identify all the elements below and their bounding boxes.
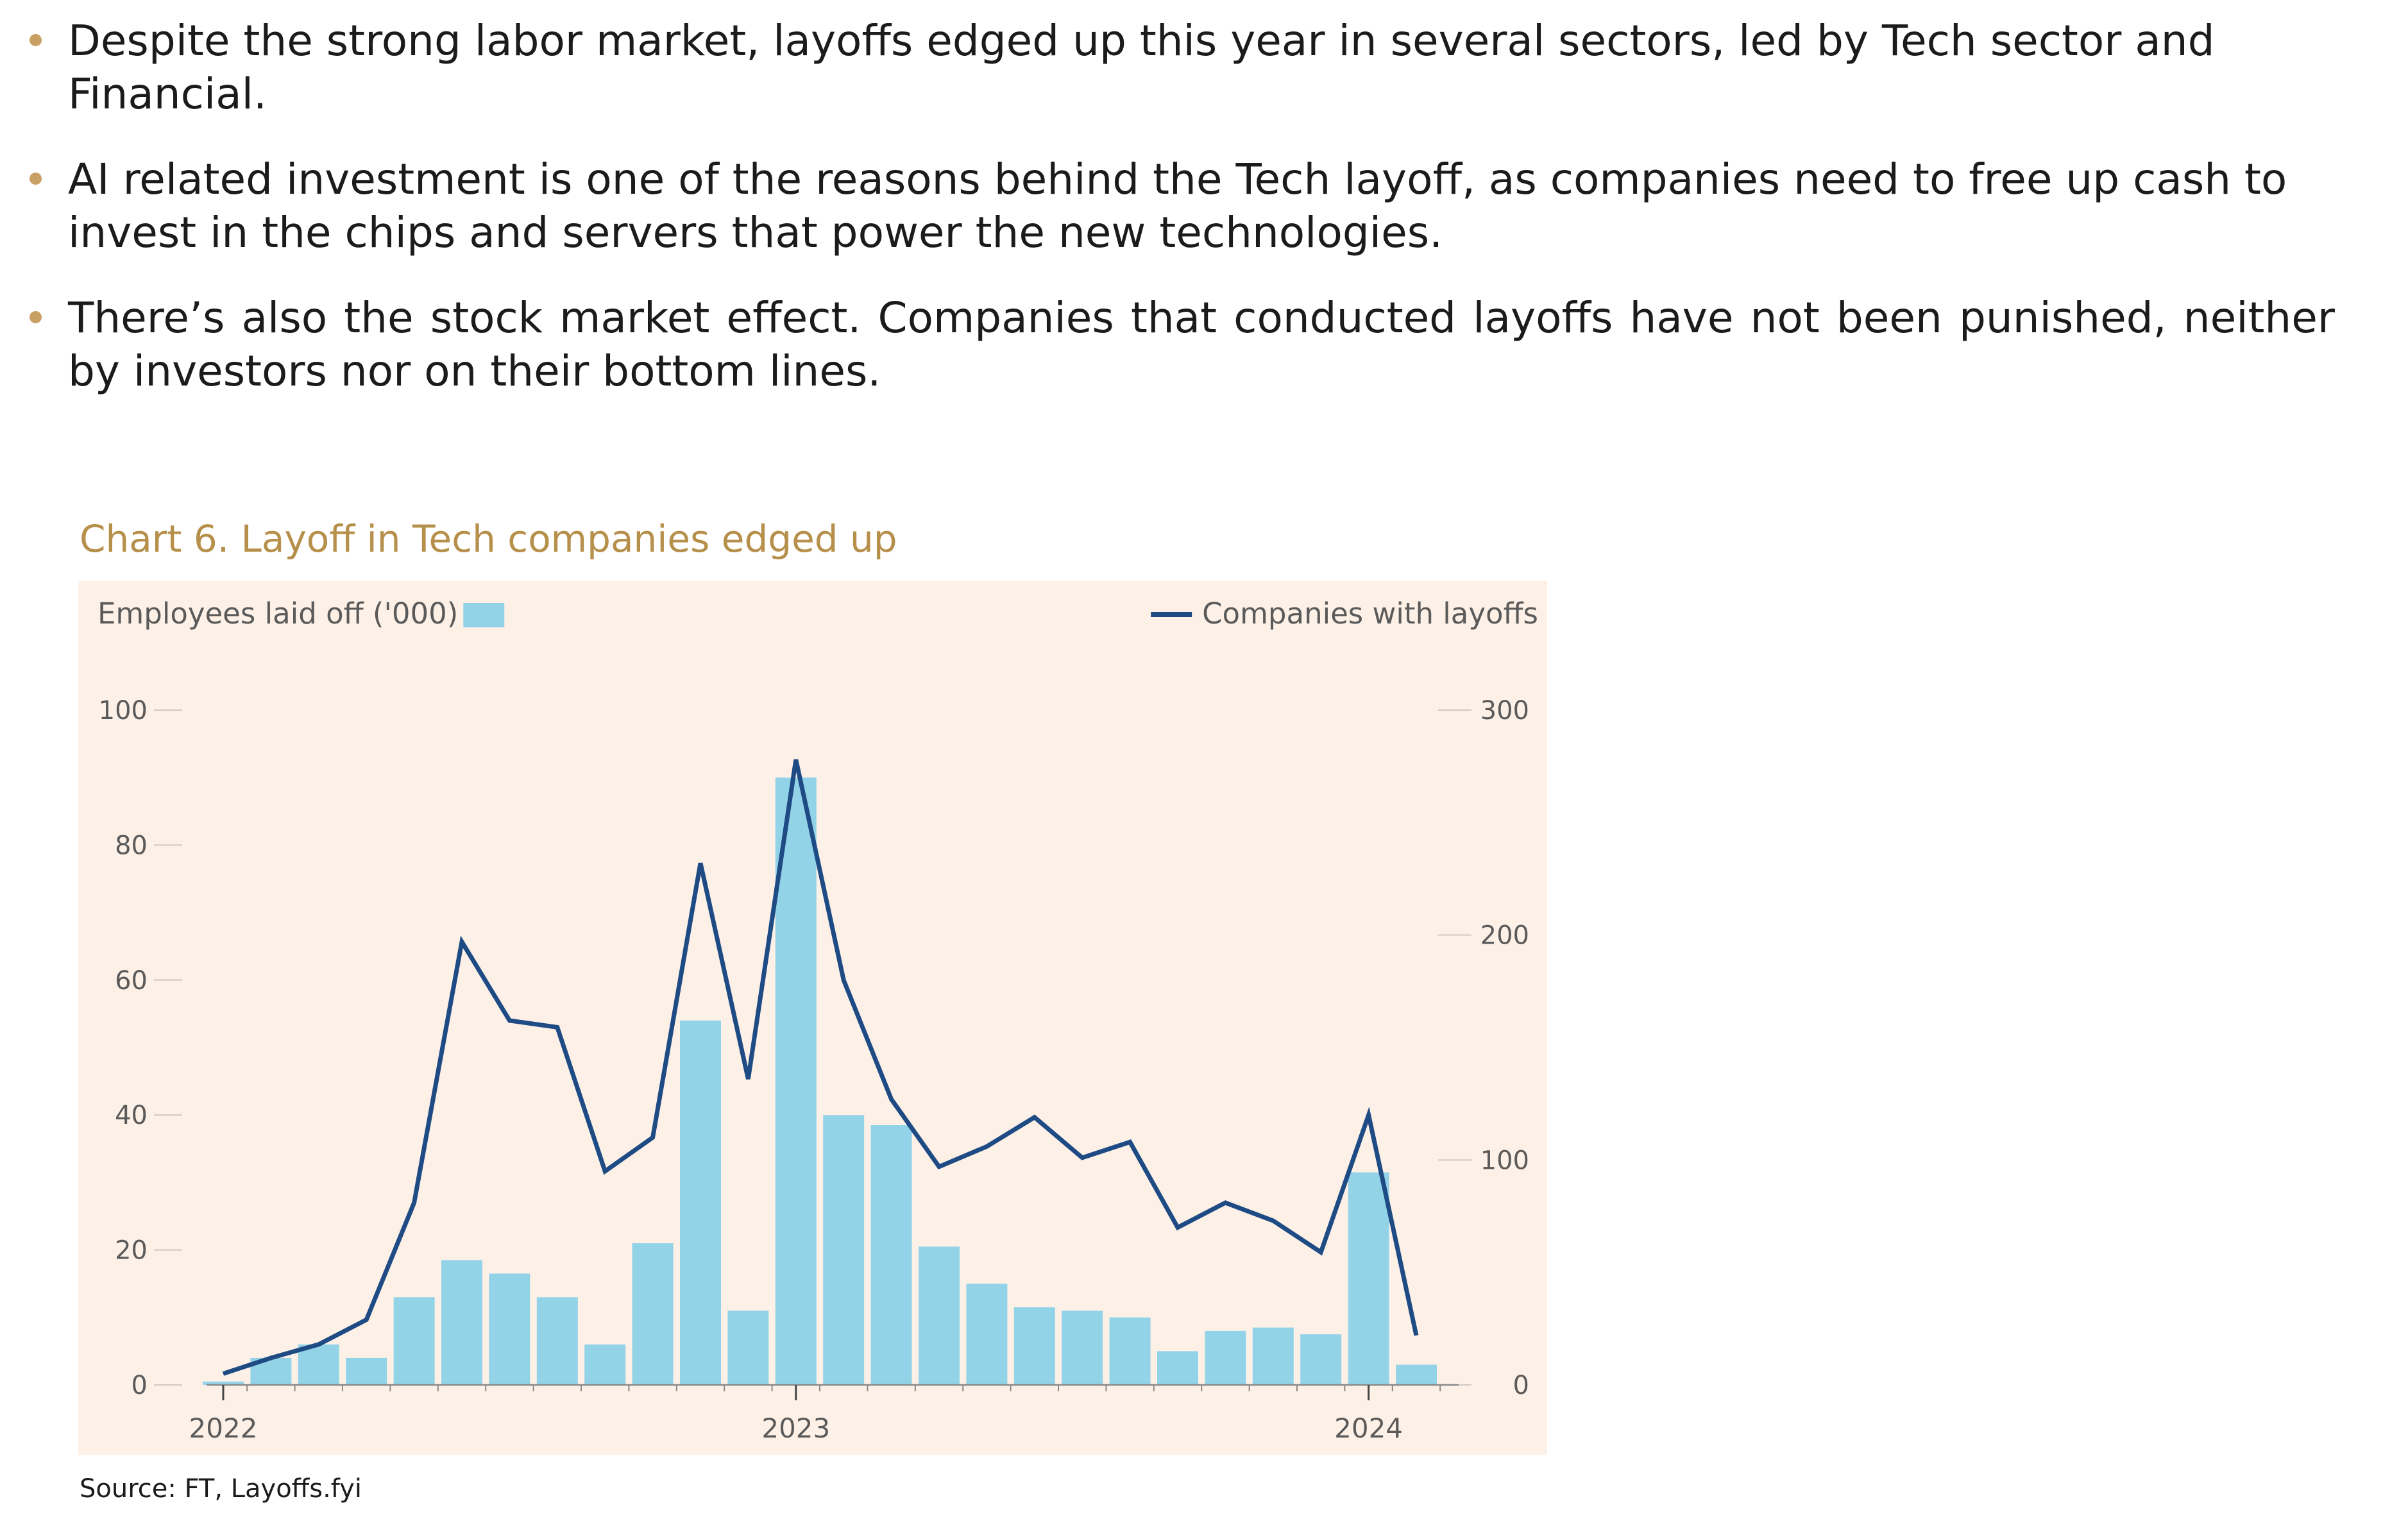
left-tick-label: 40 [115, 1101, 148, 1130]
bullet-text: AI related investment is one of the reas… [68, 155, 2287, 257]
left-tick-label: 20 [115, 1236, 148, 1266]
bar [1205, 1330, 1246, 1385]
bullet-item: There’s also the stock market effect. Co… [0, 291, 2335, 398]
legend-right-label: Companies with layoffs [1202, 597, 1538, 631]
x-tick-label: 2023 [761, 1413, 830, 1444]
chart-title: Chart 6. Layoff in Tech companies edged … [80, 517, 897, 561]
bullet-text: Despite the strong labor market, layoffs… [68, 16, 2215, 119]
bullet-dot [30, 311, 42, 323]
bar [346, 1357, 387, 1385]
right-tick-label: 300 [1480, 696, 1529, 726]
bar [203, 1381, 244, 1385]
right-tick-label: 200 [1480, 921, 1529, 951]
bar [966, 1284, 1008, 1385]
bar [393, 1297, 435, 1385]
companies-line [222, 759, 1419, 1376]
bar [632, 1243, 674, 1385]
bullet-dot [30, 34, 42, 46]
source-note: Source: FT, Layoffs.fyi [80, 1474, 362, 1504]
bar [1252, 1327, 1294, 1385]
bar [919, 1246, 960, 1385]
bar [1396, 1364, 1437, 1385]
bar [536, 1297, 578, 1385]
right-tick-label: 100 [1480, 1146, 1529, 1175]
grid-lines [154, 709, 1471, 1386]
legend-bar-swatch [463, 603, 505, 627]
left-tick-label: 100 [99, 696, 148, 726]
x-tick-label: 2024 [1334, 1413, 1403, 1444]
bullet-dot [30, 173, 42, 185]
legend-left-label: Employees laid off ('000) [98, 597, 458, 631]
line-series [222, 759, 1419, 1376]
layoff-chart: 0 20 40 60 80 100 0 100 200 300 2022 2023 2024 Emplo… [78, 581, 1547, 1455]
bar [441, 1260, 482, 1385]
right-tick-label: 0 [1513, 1371, 1529, 1400]
bullet-item: Despite the strong labor market, layoffs… [0, 14, 2335, 121]
bar [1157, 1351, 1198, 1385]
bar-series [203, 777, 1437, 1385]
bar [1013, 1307, 1055, 1385]
bar [727, 1311, 769, 1385]
x-tick-label: 2022 [189, 1413, 258, 1444]
bar [1109, 1317, 1151, 1385]
bullet-text: There’s also the stock market effect. Co… [68, 293, 2335, 396]
bar [870, 1124, 912, 1385]
left-tick-label: 0 [131, 1371, 148, 1400]
left-tick-label: 80 [115, 831, 148, 860]
bar [489, 1273, 530, 1385]
bar [680, 1020, 721, 1385]
bar [823, 1115, 865, 1385]
legend: Employees laid off ('000) Companies with … [98, 597, 1538, 631]
bar [1062, 1311, 1103, 1385]
x-axis [207, 1384, 1459, 1400]
chart-panel: 0 20 40 60 80 100 0 100 200 300 2022 2023 2024 Emplo… [78, 581, 1547, 1455]
bar [584, 1344, 626, 1385]
bullet-item: AI related investment is one of the reas… [0, 153, 2335, 259]
axis-labels: 0 20 40 60 80 100 0 100 200 300 2022 2023 2024 [99, 696, 1529, 1444]
bullet-list: Despite the strong labor market, layoffs… [0, 14, 2335, 430]
left-tick-label: 60 [115, 966, 148, 996]
bar [775, 777, 817, 1385]
bar [1348, 1172, 1389, 1385]
bar [298, 1344, 339, 1385]
bar [1300, 1334, 1342, 1385]
